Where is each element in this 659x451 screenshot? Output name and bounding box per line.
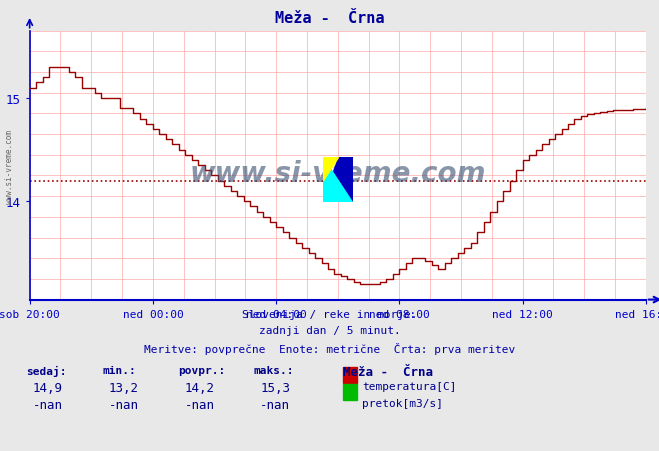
Text: -nan: -nan (109, 398, 139, 411)
Text: 14,9: 14,9 (33, 381, 63, 394)
Text: Meža -  Črna: Meža - Črna (343, 365, 433, 378)
Text: pretok[m3/s]: pretok[m3/s] (362, 398, 444, 408)
Text: Meritve: povprečne  Enote: metrične  Črta: prva meritev: Meritve: povprečne Enote: metrične Črta:… (144, 342, 515, 354)
Text: -nan: -nan (185, 398, 215, 411)
Polygon shape (323, 158, 353, 203)
Text: Slovenija / reke in morje.: Slovenija / reke in morje. (242, 309, 417, 319)
Text: temperatura[C]: temperatura[C] (362, 381, 457, 391)
Polygon shape (323, 158, 353, 203)
Text: maks.:: maks.: (254, 365, 294, 375)
Text: min.:: min.: (102, 365, 136, 375)
Text: 15,3: 15,3 (260, 381, 291, 394)
Text: www.si-vreme.com: www.si-vreme.com (190, 160, 486, 188)
Text: zadnji dan / 5 minut.: zadnji dan / 5 minut. (258, 326, 401, 336)
Text: 14,2: 14,2 (185, 381, 215, 394)
Text: 13,2: 13,2 (109, 381, 139, 394)
Polygon shape (323, 158, 337, 180)
Text: Meža -  Črna: Meža - Črna (275, 11, 384, 26)
Text: -nan: -nan (33, 398, 63, 411)
Text: sedaj:: sedaj: (26, 365, 67, 376)
Text: -nan: -nan (260, 398, 291, 411)
Text: povpr.:: povpr.: (178, 365, 225, 375)
Text: www.si-vreme.com: www.si-vreme.com (5, 130, 14, 204)
